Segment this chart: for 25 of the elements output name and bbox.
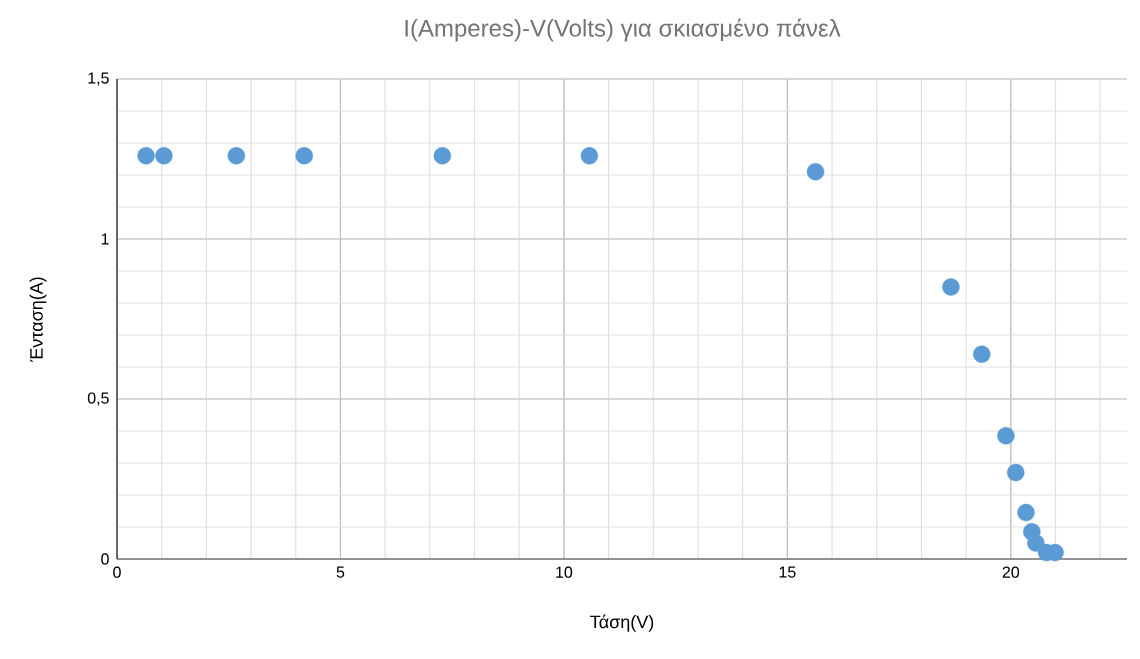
point (137, 147, 155, 165)
point (973, 345, 991, 363)
y-tick-label: 0,5 (87, 392, 109, 406)
point (1017, 503, 1035, 522)
y-tick-label: 1 (101, 233, 109, 245)
point (227, 147, 246, 165)
point (1027, 534, 1045, 552)
x-tick-label: 5 (336, 566, 345, 578)
x-tick-label: 20 (1002, 566, 1020, 578)
point (155, 147, 173, 165)
point (580, 147, 599, 165)
x-tick-label: 15 (779, 566, 796, 578)
point (1007, 463, 1025, 482)
x-tick-label: 10 (556, 566, 573, 578)
x-axis-title: Τάση(V) (590, 614, 654, 632)
y-tick-label: 1,5 (88, 72, 109, 86)
y-tick-label: 0 (101, 553, 109, 565)
point (942, 278, 960, 296)
x-tick-label: 0 (113, 566, 121, 578)
point (997, 427, 1015, 445)
y-axis-title: Ένταση(A) (29, 277, 47, 362)
chart-title: I(Amperes)-V(Volts) για σκιασμένο πάνελ (405, 18, 841, 42)
point (806, 163, 825, 181)
point (433, 147, 452, 165)
point (295, 147, 313, 165)
